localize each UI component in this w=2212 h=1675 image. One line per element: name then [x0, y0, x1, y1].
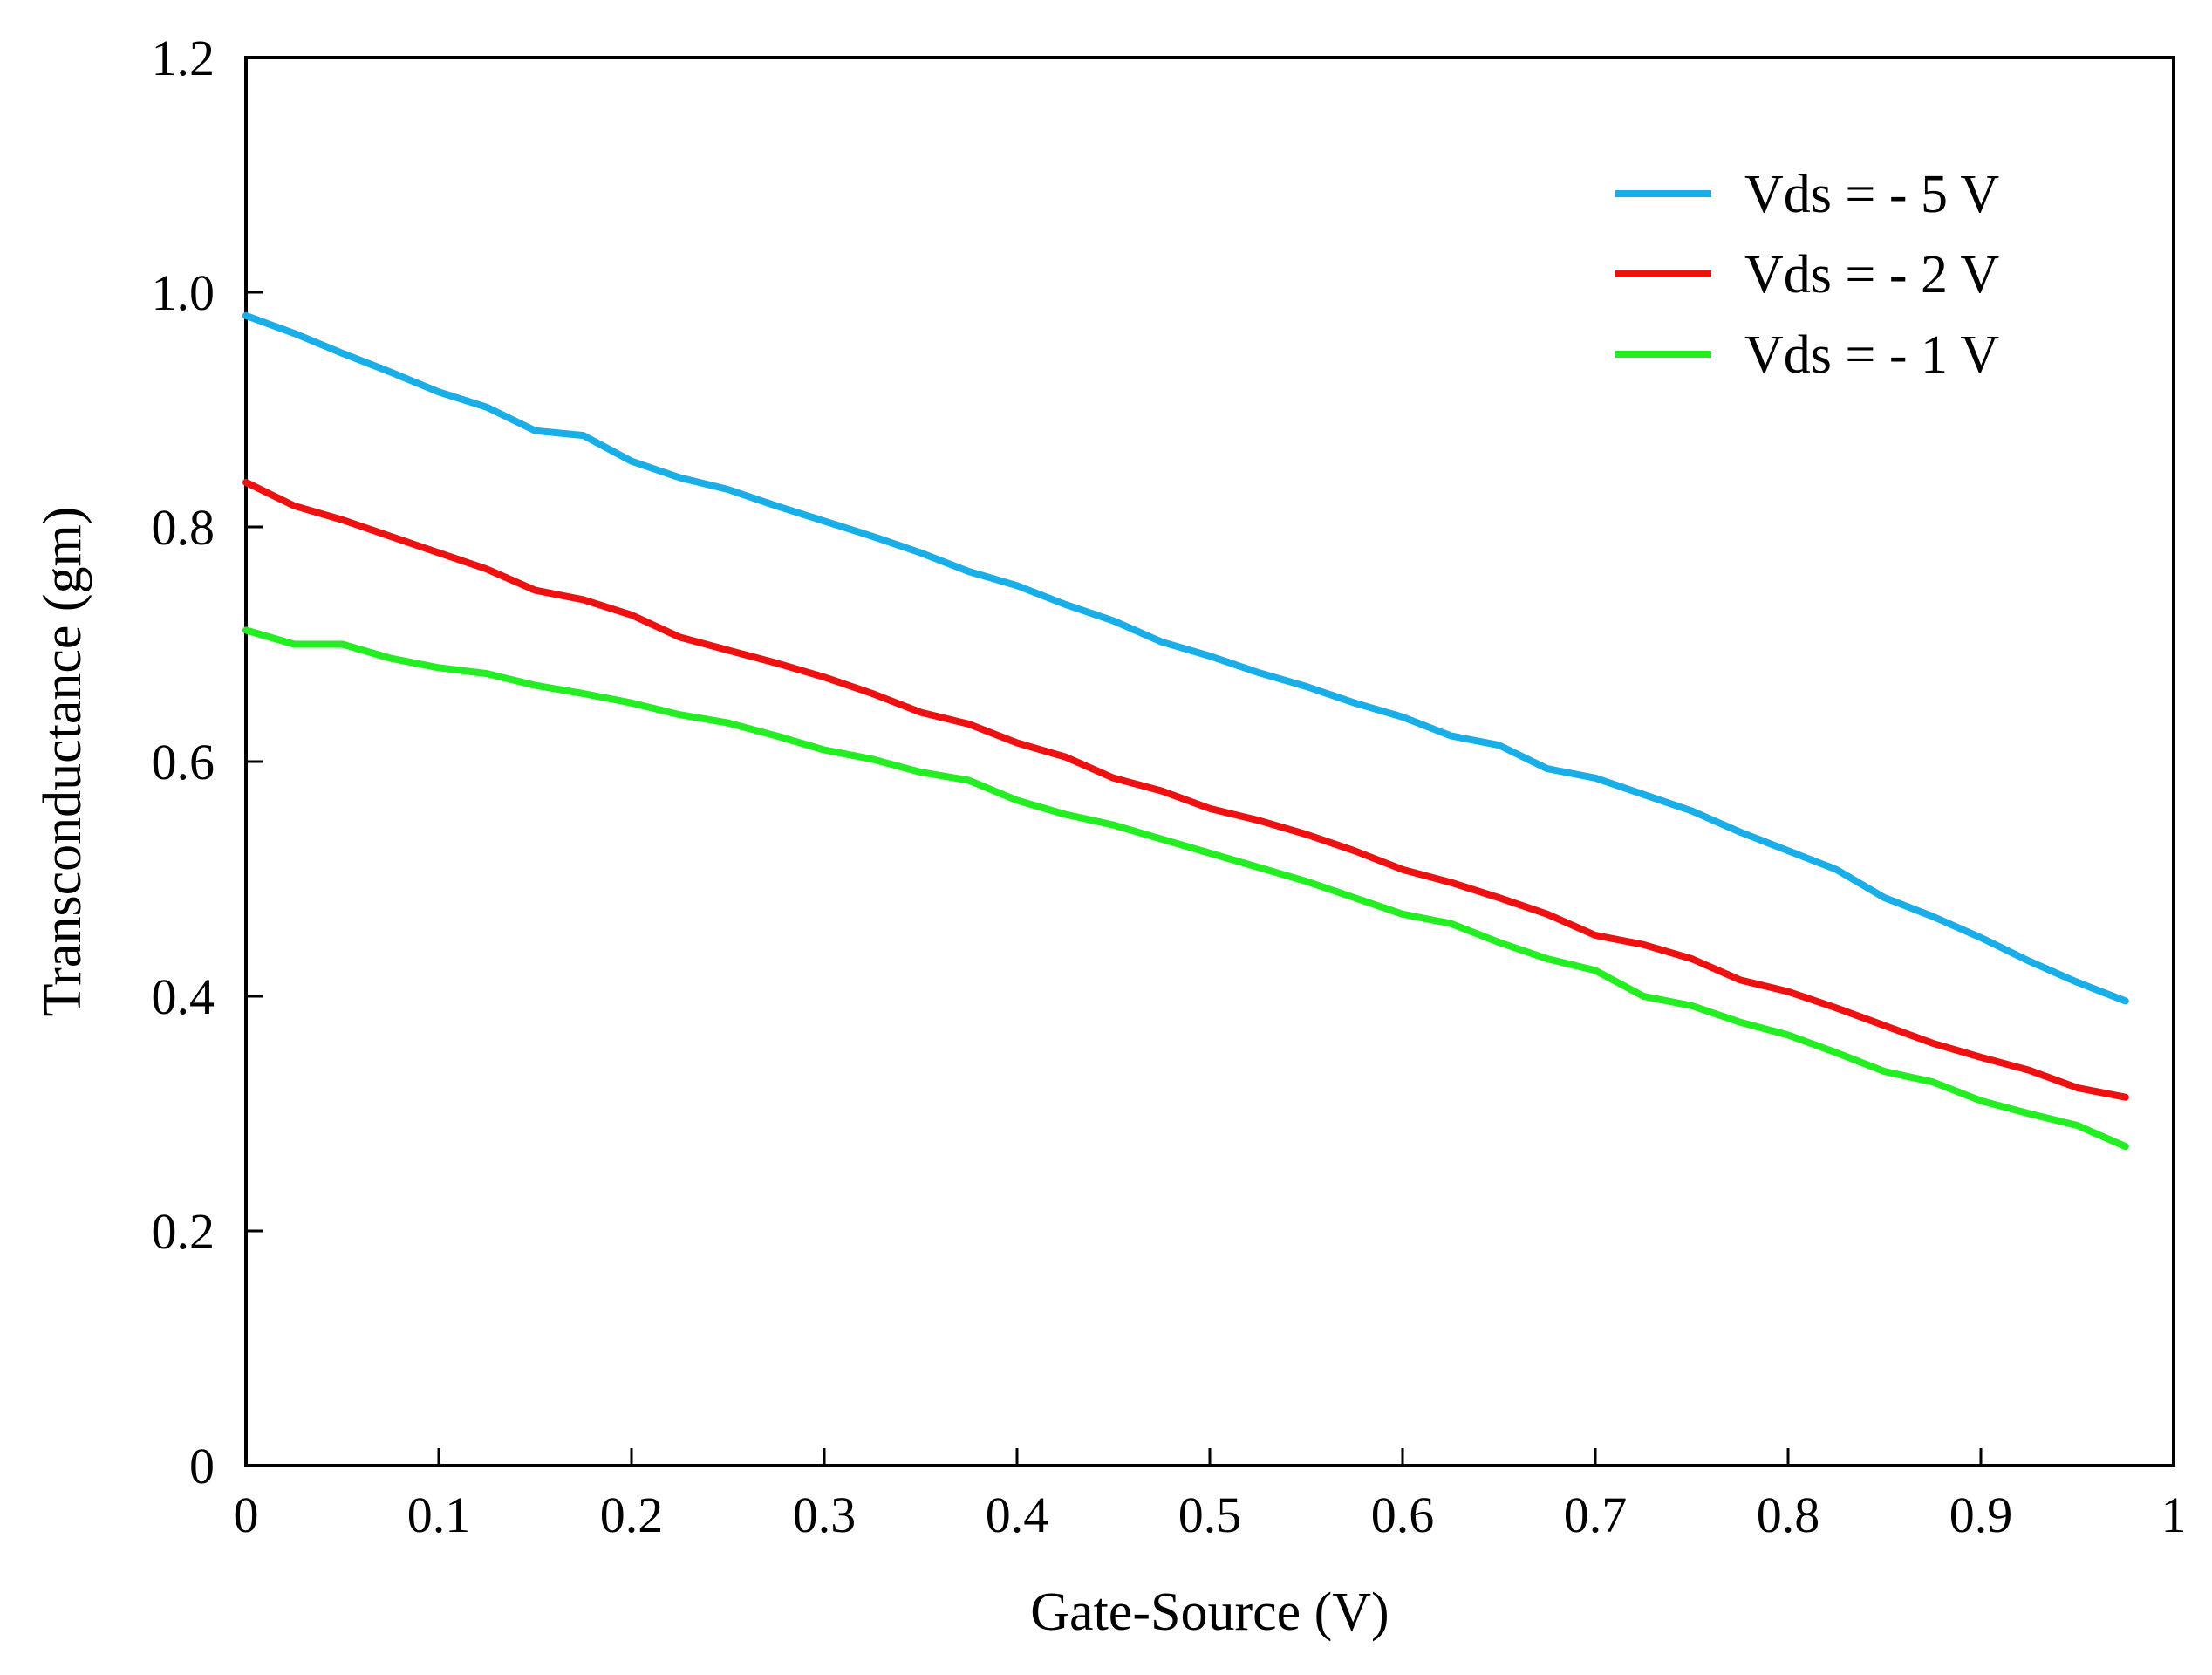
- x-tick-label: 0.3: [793, 1487, 857, 1543]
- y-tick-label: 0.2: [152, 1203, 215, 1260]
- x-tick-label: 0.4: [986, 1487, 1049, 1543]
- series-line-1: [242, 311, 2129, 1005]
- legend-label: Vds = - 1 V: [1744, 325, 1999, 385]
- x-tick-label: 0.1: [407, 1487, 471, 1543]
- x-tick-label: 0.8: [1757, 1487, 1820, 1543]
- x-tick-label: 0: [234, 1487, 259, 1543]
- series-lines: [242, 311, 2129, 1151]
- legend-label: Vds = - 5 V: [1744, 165, 1999, 224]
- y-axis: 0 0.2 0.4 0.6 0.8 1.0 1.2: [152, 30, 263, 1494]
- x-tick-label: 0.2: [600, 1487, 664, 1543]
- y-tick-label: 0.6: [152, 734, 215, 790]
- x-tick-label: 0.7: [1564, 1487, 1628, 1543]
- x-tick-label: 0.9: [1949, 1487, 2013, 1543]
- legend: Vds = - 5 V Vds = - 2 V Vds = - 1 V: [1615, 165, 1999, 385]
- y-tick-label: 1.2: [152, 30, 215, 86]
- series-line-2: [242, 478, 2129, 1101]
- x-tick-label: 1: [2161, 1487, 2187, 1543]
- y-tick-label: 0: [189, 1438, 215, 1494]
- y-axis-title: Transconductance (gm): [33, 507, 92, 1017]
- y-tick-label: 0.8: [152, 499, 215, 556]
- x-axis-title: Gate-Source (V): [1030, 1583, 1389, 1642]
- legend-label: Vds = - 2 V: [1744, 245, 1999, 304]
- x-tick-label: 0.5: [1178, 1487, 1242, 1543]
- y-tick-label: 1.0: [152, 264, 215, 321]
- series-line-3: [242, 626, 2129, 1151]
- x-tick-label: 0.6: [1371, 1487, 1435, 1543]
- y-tick-label: 0.4: [152, 968, 215, 1025]
- x-axis: 0 0.1 0.2 0.3 0.4 0.5 0.6 0.7 0.8 0.9 1: [234, 1448, 2187, 1543]
